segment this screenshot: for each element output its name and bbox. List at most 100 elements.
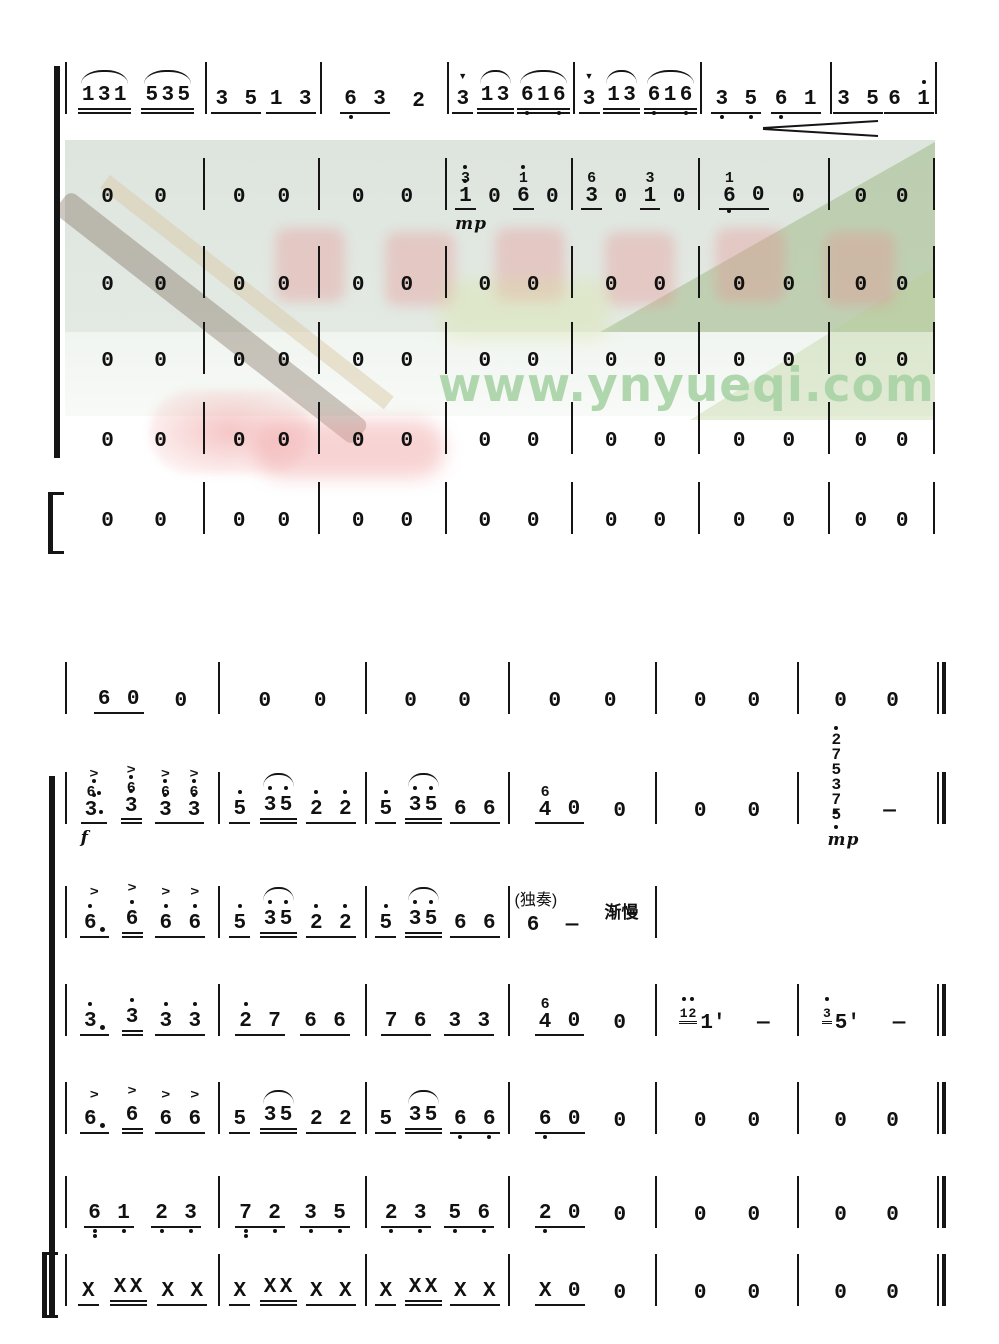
octave-dot [188, 1229, 193, 1233]
stack-note: 3 [159, 793, 172, 821]
note: 3 [497, 85, 510, 107]
note-number: 6 [83, 1108, 97, 1131]
note: 6 [344, 89, 357, 119]
beat: 0 [170, 691, 191, 714]
note: 5 [425, 1105, 438, 1127]
note-number: 0 [751, 184, 765, 207]
note: 0 [673, 187, 686, 209]
beat: 0 [523, 431, 544, 454]
beat: 6 > [79, 885, 109, 938]
tie-arc [407, 773, 439, 787]
note: 6 [98, 689, 111, 711]
red-watermark-glyph [605, 232, 675, 306]
tie-arc [646, 70, 694, 84]
beat: 0 [601, 351, 622, 374]
octave-dot [921, 80, 926, 84]
octave-dot [88, 1002, 93, 1006]
final-double-barline [937, 1254, 946, 1306]
stack-note: 3 [461, 165, 470, 186]
note: 0 [400, 351, 414, 373]
note-number: 0 [653, 510, 667, 533]
measure: 3 ▼ 1 3 6 1 6 [449, 62, 575, 115]
beat: 0 [778, 351, 799, 374]
note: 0 [546, 187, 559, 209]
note: X [539, 1281, 552, 1303]
note: 0 [233, 431, 246, 453]
beat: 5 [229, 1109, 251, 1134]
beat: X [229, 1281, 251, 1306]
measure: 31mp0160 [447, 158, 573, 234]
beat: 3 5' [818, 997, 864, 1036]
staff-row-melody: 1 3 1 5 3 5 3 5 1 3 6 3 2 3 ▼ 1 3 6 1 6 3 ▼ 1 3 6 1 6 3 5 6 1 3 5 6 1 [65, 62, 937, 119]
note-number: X [424, 1276, 438, 1299]
note-number: 0 [400, 186, 414, 209]
note: 0 [614, 187, 627, 209]
note: X [483, 1281, 496, 1303]
note: X [82, 1281, 95, 1303]
note: — [751, 1013, 775, 1035]
note: 0 [101, 431, 114, 453]
note-number: 0 [693, 1110, 707, 1133]
stack-note: 3 [85, 793, 104, 821]
note: 0 [277, 187, 291, 209]
note: 0 [568, 1109, 581, 1131]
note-number: 0 [258, 690, 272, 713]
beat: X [77, 1281, 99, 1306]
note: 3 [159, 1002, 172, 1033]
beat: 2 7 5 3 7 5 mp [827, 726, 858, 850]
beat: 6 > [121, 1084, 143, 1134]
note: 0 [478, 431, 492, 453]
beat: 0 [523, 275, 544, 298]
beat: 0 [600, 691, 621, 714]
note-number: 0 [567, 1202, 581, 1225]
octave-dot [383, 790, 388, 794]
note: 3 [215, 89, 229, 111]
note-number: 0 [782, 274, 796, 297]
beat: 0 [97, 187, 118, 210]
note: 0 [694, 1283, 707, 1305]
stack-note: 4 [538, 799, 552, 822]
note-number: 5 [145, 84, 159, 107]
note: 5 [244, 89, 258, 111]
note-number: X [379, 1280, 393, 1303]
beat: 0 [396, 511, 417, 534]
note: 0 [792, 187, 805, 209]
note: 0 [568, 1203, 581, 1225]
stack-note: 1 [459, 179, 472, 207]
note: 0 [854, 275, 868, 297]
note: X [161, 1281, 174, 1303]
beat: 5 [375, 904, 397, 938]
grace-note: 1 [680, 997, 688, 1021]
final-double-barline [937, 1082, 946, 1134]
beat: 0 [348, 511, 369, 534]
note-number: 6 [553, 85, 566, 115]
octave-dot [413, 786, 417, 790]
beat: 0 [544, 691, 565, 714]
note-number: 0 [613, 1012, 626, 1035]
stack-note: 6 [540, 784, 550, 801]
octave-dot [681, 997, 686, 1001]
note: 0 [277, 431, 291, 453]
note-number: 0 [834, 1282, 847, 1305]
note: 3 [477, 1011, 491, 1033]
note-number: 3 [161, 84, 175, 107]
